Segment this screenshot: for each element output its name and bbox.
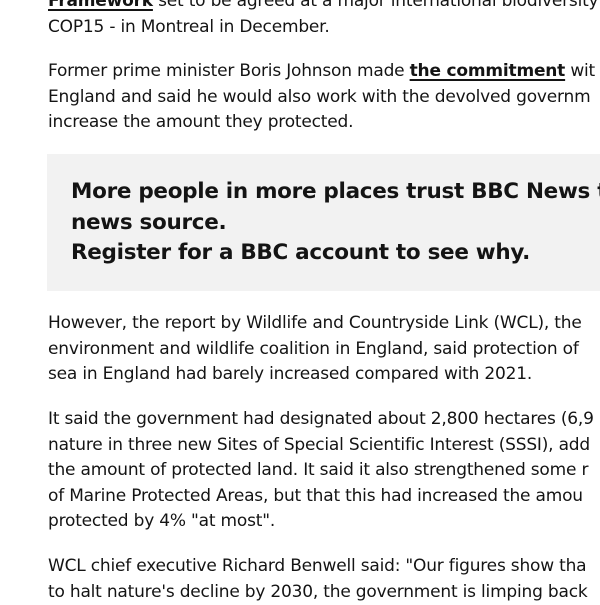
text-line: to halt nature's decline by 2030, the go… <box>48 579 588 605</box>
text: England and said he would also work with… <box>48 86 591 107</box>
text-line: It said the government had designated ab… <box>48 406 594 432</box>
text-line: However, the report by Wildlife and Coun… <box>48 310 582 336</box>
text-line: nature in three new Sites of Special Sci… <box>48 432 590 458</box>
text: sea in England had barely increased comp… <box>48 364 533 384</box>
text: increase the amount they protected. <box>48 112 354 132</box>
text-line: England and said he would also work with… <box>48 84 591 110</box>
text: to halt nature's decline by 2030, the go… <box>48 581 588 602</box>
text-line: Framework set to be agreed at a major in… <box>48 0 599 14</box>
callout-line: More people in more places trust BBC New… <box>71 177 600 207</box>
text: It said the government had designated ab… <box>48 409 594 429</box>
text-line: environment and wildlife coalition in En… <box>48 336 579 362</box>
text-line: increase the amount they protected. <box>48 109 354 135</box>
link[interactable]: Framework <box>48 0 153 11</box>
text: Former prime minister Boris Johnson made <box>48 61 410 81</box>
link[interactable]: the commitment <box>409 61 566 81</box>
text: WCL chief executive Richard Benwell said… <box>48 556 587 576</box>
text: nature in three new Sites of Special Sci… <box>48 434 590 455</box>
text-line: WCL chief executive Richard Benwell said… <box>48 553 587 579</box>
text-line: sea in England had barely increased comp… <box>48 361 532 387</box>
text: news source. <box>71 209 227 235</box>
text: wit <box>565 61 596 81</box>
callout-line: Register for a BBC account to see why. <box>71 238 530 268</box>
text: protected by 4% "at most". <box>48 511 276 531</box>
text: More people in more places trust BBC New… <box>71 179 600 204</box>
text-line: COP15 - in Montreal in December. <box>48 14 330 40</box>
text: COP15 - in Montreal in December. <box>48 16 330 37</box>
text-line: of Marine Protected Areas, but that this… <box>48 483 583 509</box>
text: the amount of protected land. It said it… <box>48 460 589 480</box>
text: Register for a BBC account to see why. <box>71 240 530 265</box>
text: set to be agreed at a major internationa… <box>152 0 599 11</box>
callout-line: news source. <box>71 208 227 238</box>
text-line: protected by 4% "at most". <box>48 508 275 534</box>
text-line: the amount of protected land. It said it… <box>48 457 588 483</box>
text: of Marine Protected Areas, but that this… <box>48 485 583 506</box>
text-line: Former prime minister Boris Johnson made… <box>48 58 595 84</box>
text: environment and wildlife coalition in En… <box>48 338 579 359</box>
callout-box <box>47 154 600 291</box>
text: However, the report by Wildlife and Coun… <box>48 313 582 333</box>
